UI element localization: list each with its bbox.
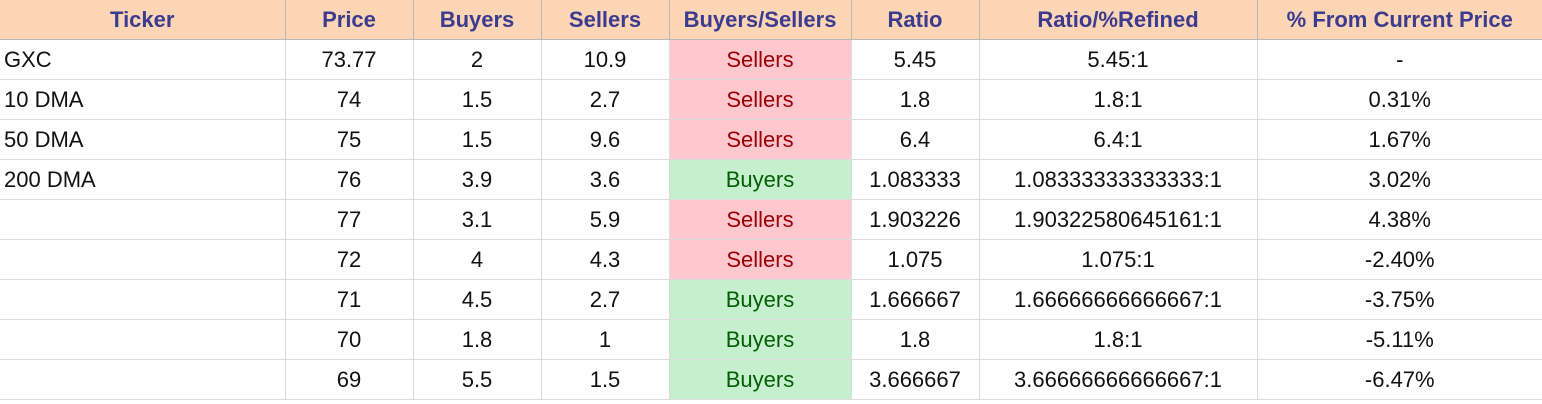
sellers-cell: 2.7: [540, 79, 669, 120]
ratio-cell: 3.666667: [850, 359, 979, 400]
price-cell: 72: [284, 239, 413, 280]
ticker-cell: [0, 279, 285, 320]
table-body: GXC 73.77 2 10.9 Sellers 5.45 5.45:1-10 DMA 74 1…: [0, 39, 1542, 400]
ticker-cell: [0, 319, 285, 360]
sellers-cell: 1: [540, 319, 669, 360]
pct-from-price-cell: -: [1256, 39, 1542, 80]
table-row: 70 1.8 1 Buyers 1.8 1.8:1 -5.11%: [0, 319, 1542, 360]
price-cell: 73.77: [284, 39, 413, 80]
ratio-cell: 1.903226: [850, 199, 979, 240]
header-ratio-refined: Ratio/%Refined: [978, 0, 1257, 40]
header-sellers: Sellers: [540, 0, 669, 40]
header-ticker: Ticker: [0, 0, 285, 40]
ticker-cell: [0, 239, 285, 280]
price-cell: 70: [284, 319, 413, 360]
header-price: Price: [284, 0, 413, 40]
table-row: GXC 73.77 2 10.9 Sellers 5.45 5.45:1-: [0, 39, 1542, 80]
price-cell: 76: [284, 159, 413, 200]
ratio-refined-cell: 1.8:1: [978, 79, 1257, 120]
pct-from-price-cell: -3.75%: [1256, 279, 1542, 320]
ratio-refined-cell: 3.66666666666667:1: [978, 359, 1257, 400]
buyers-cell: 4.5: [412, 279, 541, 320]
ticker-cell: [0, 359, 285, 400]
pct-from-price-cell: -2.40%: [1256, 239, 1542, 280]
sellers-cell: 2.7: [540, 279, 669, 320]
table-row: 72 4 4.3 Sellers 1.075 1.075:1 -2.40%: [0, 239, 1542, 280]
ratio-cell: 5.45: [850, 39, 979, 80]
buyers-sellers-cell: Sellers: [668, 119, 851, 160]
ratio-cell: 1.8: [850, 319, 979, 360]
buyers-cell: 3.9: [412, 159, 541, 200]
ratio-refined-cell: 6.4:1: [978, 119, 1257, 160]
table-row: 77 3.1 5.9 Sellers 1.903226 1.90322580645161:…: [0, 199, 1542, 240]
pct-from-price-cell: -5.11%: [1256, 319, 1542, 360]
sellers-cell: 10.9: [540, 39, 669, 80]
ticker-cell: [0, 199, 285, 240]
buyers-cell: 1.8: [412, 319, 541, 360]
pct-from-price-cell: 0.31%: [1256, 79, 1542, 120]
ratio-cell: 1.8: [850, 79, 979, 120]
header-buyers-sellers: Buyers/Sellers: [668, 0, 851, 40]
header-row: Ticker Price Buyers Sellers Buyers/Selle…: [0, 0, 1542, 40]
table-row: 69 5.5 1.5 Buyers 3.666667 3.66666666666667:1…: [0, 359, 1542, 400]
header-pct-from-price: % From Current Price: [1256, 0, 1542, 40]
ticker-cell: 200 DMA: [0, 159, 285, 200]
buyers-sellers-cell: Sellers: [668, 79, 851, 120]
ratio-cell: 1.083333: [850, 159, 979, 200]
sellers-cell: 1.5: [540, 359, 669, 400]
buyers-cell: 2: [412, 39, 541, 80]
ratio-refined-cell: 1.075:1: [978, 239, 1257, 280]
buyers-sellers-cell: Buyers: [668, 359, 851, 400]
ratio-refined-cell: 1.08333333333333:1: [978, 159, 1257, 200]
buyers-sellers-cell: Sellers: [668, 239, 851, 280]
ticker-cell: 50 DMA: [0, 119, 285, 160]
sellers-cell: 9.6: [540, 119, 669, 160]
ratio-cell: 1.075: [850, 239, 979, 280]
price-cell: 74: [284, 79, 413, 120]
buyers-sellers-cell: Sellers: [668, 39, 851, 80]
price-cell: 77: [284, 199, 413, 240]
buyers-sellers-cell: Buyers: [668, 159, 851, 200]
price-cell: 71: [284, 279, 413, 320]
buyers-cell: 3.1: [412, 199, 541, 240]
sellers-cell: 3.6: [540, 159, 669, 200]
price-cell: 69: [284, 359, 413, 400]
buyers-cell: 1.5: [412, 119, 541, 160]
ratio-cell: 1.666667: [850, 279, 979, 320]
ratio-refined-cell: 1.8:1: [978, 319, 1257, 360]
pct-from-price-cell: 1.67%: [1256, 119, 1542, 160]
buyers-cell: 4: [412, 239, 541, 280]
buyers-cell: 5.5: [412, 359, 541, 400]
header-ratio: Ratio: [850, 0, 979, 40]
ratio-refined-cell: 1.90322580645161:1: [978, 199, 1257, 240]
ratio-refined-cell: 1.66666666666667:1: [978, 279, 1257, 320]
table-header: Ticker Price Buyers Sellers Buyers/Selle…: [0, 0, 1542, 40]
price-cell: 75: [284, 119, 413, 160]
table-row: 200 DMA 76 3.9 3.6 Buyers 1.083333 1.083333333…: [0, 159, 1542, 200]
table-row: 10 DMA 74 1.5 2.7 Sellers 1.8 1.8:1 0.31%: [0, 79, 1542, 120]
ticker-cell: 10 DMA: [0, 79, 285, 120]
pct-from-price-cell: 4.38%: [1256, 199, 1542, 240]
sellers-cell: 5.9: [540, 199, 669, 240]
buyers-sellers-cell: Buyers: [668, 279, 851, 320]
table-row: 71 4.5 2.7 Buyers 1.666667 1.66666666666667:1…: [0, 279, 1542, 320]
sellers-cell: 4.3: [540, 239, 669, 280]
ratio-cell: 6.4: [850, 119, 979, 160]
ratio-refined-cell: 5.45:1: [978, 39, 1257, 80]
buyers-cell: 1.5: [412, 79, 541, 120]
pct-from-price-cell: -6.47%: [1256, 359, 1542, 400]
pct-from-price-cell: 3.02%: [1256, 159, 1542, 200]
ticker-cell: GXC: [0, 39, 285, 80]
buyers-sellers-cell: Buyers: [668, 319, 851, 360]
buyers-sellers-cell: Sellers: [668, 199, 851, 240]
header-buyers: Buyers: [412, 0, 541, 40]
table-row: 50 DMA 75 1.5 9.6 Sellers 6.4 6.4:1 1.67%: [0, 119, 1542, 160]
